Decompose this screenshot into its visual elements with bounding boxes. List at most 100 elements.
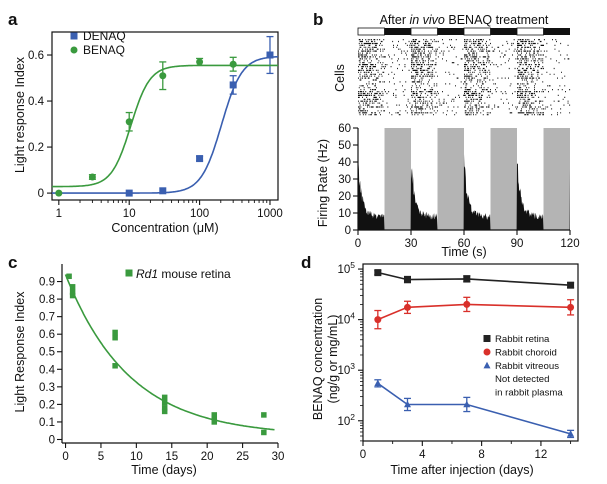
panel-d-point-series-0 <box>463 275 471 283</box>
panel-b-y-tick-label: 40 <box>338 157 351 169</box>
panel-b-raster-row <box>358 96 566 98</box>
panel-c-data-point <box>161 405 168 411</box>
panel-a-x-tick-label: 1 <box>56 208 62 220</box>
panel-d-plot-frame <box>362 263 579 442</box>
panel-b-raster-row <box>358 77 563 79</box>
panel-b-raster-row <box>358 60 557 62</box>
panel-b-y-tick-label: 20 <box>338 191 351 203</box>
panel-b-raster-row <box>358 110 538 112</box>
panel-c-data-point <box>211 415 218 422</box>
panel-a-point-benaq <box>159 72 167 80</box>
panel-letter-d: d <box>301 253 311 272</box>
panel-b-raster-row <box>359 58 570 60</box>
panel-c-data-point <box>69 289 76 295</box>
panel-c-y-tick-label: 0 <box>49 434 55 446</box>
panel-b-x-tick-label: 60 <box>458 238 471 250</box>
panel-c-x-tick-label: 20 <box>201 451 214 463</box>
panel-a-legend-label-benaq: BENAQ <box>83 43 125 57</box>
panel-b-raster-row <box>359 85 566 87</box>
panel-b-raster-row <box>358 54 568 56</box>
panel-c-data-point <box>161 394 168 401</box>
panel-d-point-series-1 <box>567 303 575 311</box>
panel-a-plot-frame <box>51 31 279 201</box>
panel-c-y-tick-label: 0.3 <box>39 382 55 394</box>
panel-c-y-tick-label: 0.6 <box>39 329 55 341</box>
panel-d-y-tick-label: 105 <box>337 260 355 276</box>
panel-a-x-tick-label: 100 <box>190 208 209 220</box>
panel-b-raster-row <box>368 81 544 83</box>
panel-d-y-tick-label: 102 <box>337 412 355 428</box>
panel-c-x-tick-label: 15 <box>165 451 178 463</box>
panel-c-y-tick-label: 0.5 <box>39 347 55 359</box>
panel-b-title-part-3: BENAQ treatment <box>445 13 549 27</box>
panel-a-point-benaq <box>88 173 96 181</box>
panel-b-raster-row <box>359 44 569 46</box>
panel-b-raster-row <box>359 104 571 106</box>
panel-b-light-bar-black-segment <box>437 28 464 35</box>
panel-d-point-series-2 <box>403 400 411 408</box>
panel-c-x-tick-label: 30 <box>272 451 285 463</box>
panel-d-y-tick-base: 10 <box>337 315 350 327</box>
panel-d-y-tick-exponent: 5 <box>350 260 355 270</box>
panel-b-y-tick-label: 10 <box>338 208 351 220</box>
panel-d-legend-label-1: Rabbit choroid <box>495 348 557 359</box>
panel-b-raster-row <box>358 106 549 108</box>
panel-b-x-tick-label: 90 <box>511 238 524 250</box>
panel-b-raster-row <box>359 79 538 81</box>
panel-b-raster-row <box>359 40 557 43</box>
panel-d-y-tick-exponent: 3 <box>350 361 355 371</box>
panel-b-y-tick-label: 0 <box>345 225 351 237</box>
panel-b-y-tick-label: 60 <box>338 123 351 135</box>
panel-c-data-point <box>69 284 76 290</box>
panel-b-x-tick-label: 120 <box>560 238 579 250</box>
panel-c-legend-part-2: mouse retina <box>158 267 231 281</box>
panel-b-light-bar-black-segment <box>490 28 517 35</box>
panel-b-y-axis-label: Firing Rate (Hz) <box>316 139 330 227</box>
panel-a-y-axis-label: Light response Index <box>13 56 27 173</box>
panel-c-legend-marker <box>125 269 133 277</box>
panel-b-raster-row <box>358 92 535 95</box>
panel-d-y-tick-label: 104 <box>337 311 355 327</box>
panel-b-raster-row <box>358 91 566 93</box>
panel-b-light-bar-black-segment <box>543 28 570 35</box>
panel-b-raster-row <box>358 87 535 89</box>
panel-c-data-point <box>69 292 76 299</box>
panel-d-x-tick-label: 12 <box>535 449 548 461</box>
panel-a-y-tick-label: 0 <box>38 188 44 200</box>
panel-c-data-point <box>112 334 118 341</box>
panel-a-point-benaq <box>125 118 133 126</box>
panel-d-y-tick-base: 10 <box>337 365 350 377</box>
panel-c-y-axis-label: Light Response Index <box>13 291 27 413</box>
panel-a-point-benaq <box>55 189 63 197</box>
panel-c-x-tick-label: 10 <box>130 451 143 463</box>
panel-d-point-series-1 <box>403 303 411 311</box>
panel-d-point-series-1 <box>374 316 382 324</box>
panel-letter-a: a <box>8 10 18 29</box>
panel-b-raster-row <box>358 71 562 73</box>
panel-b-raster-row <box>358 48 556 50</box>
panel-b-raster-row <box>358 50 560 52</box>
panel-b-raster-row <box>358 108 562 110</box>
panel-b-raster-row <box>359 73 555 75</box>
panel-d-series-line-1 <box>377 303 571 321</box>
panel-b-raster-row <box>360 89 571 91</box>
panel-a-point-benaq <box>196 58 204 66</box>
panel-a-y-tick-label: 0.6 <box>28 50 44 62</box>
panel-c-fit-curve <box>64 274 275 431</box>
panel-d-y-tick-exponent: 2 <box>350 412 355 422</box>
panel-b-raster-row <box>359 46 540 48</box>
panel-d-note-line: in rabbit plasma <box>495 388 563 399</box>
panel-b-title-part-2: in vivo <box>409 13 444 27</box>
panel-c-x-axis-label: Time (days) <box>131 463 197 477</box>
panel-c-data-point <box>66 273 72 280</box>
panel-b-raster-label: Cells <box>333 64 347 92</box>
panel-c-data-point <box>161 408 168 415</box>
panel-a-x-axis-label: Concentration (μM) <box>111 221 218 235</box>
panel-a-point-denaq <box>266 51 274 59</box>
panel-b-x-tick-label: 30 <box>405 238 418 250</box>
panel-d-legend-label-0: Rabbit retina <box>495 334 550 345</box>
panel-c-data-point <box>261 412 267 418</box>
panel-c-x-tick-label: 25 <box>236 451 249 463</box>
panel-b-raster-row <box>358 94 559 96</box>
panel-d-legend-label-2: Rabbit vitreous <box>495 361 559 372</box>
